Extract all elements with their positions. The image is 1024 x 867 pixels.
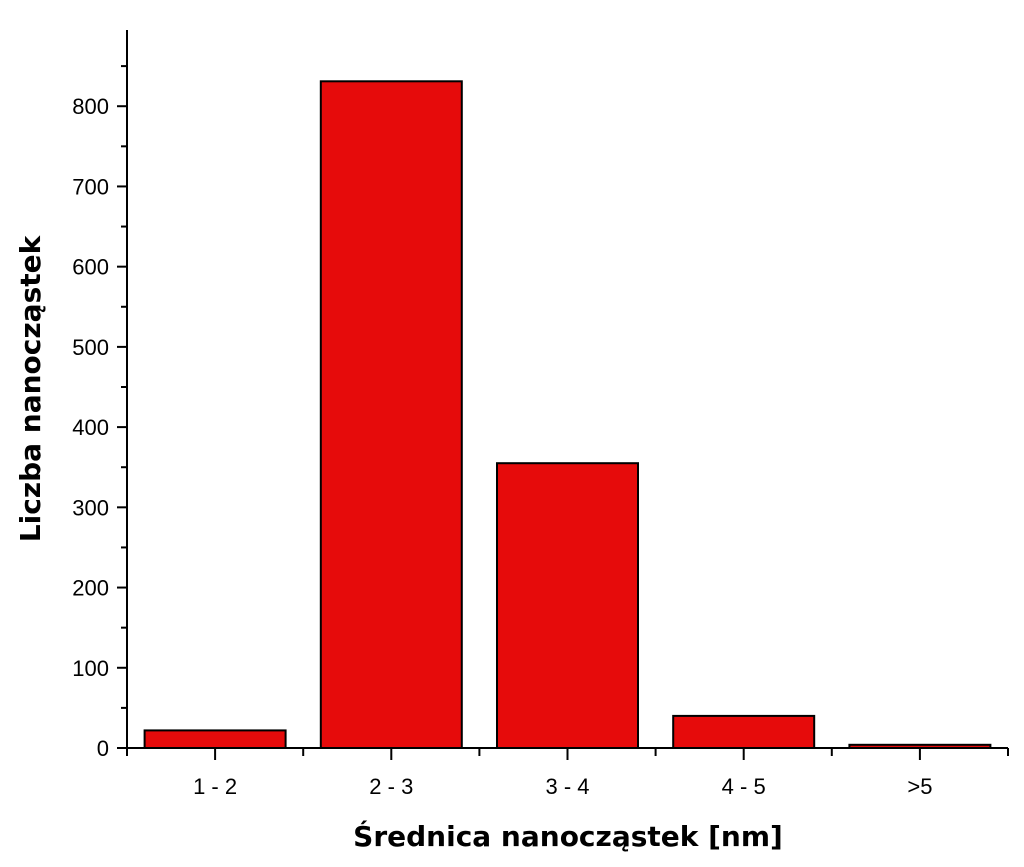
y-tick-label: 0 (97, 736, 109, 761)
x-axis-title: Średnica nanocząstek [nm] (353, 819, 783, 853)
y-tick-label: 700 (72, 174, 109, 199)
x-tick-label: >5 (907, 774, 932, 799)
x-tick-label: 1 - 2 (193, 774, 237, 799)
y-axis-title: Liczba nanocząstek (14, 234, 47, 542)
bar-4 (672, 714, 816, 750)
ticks-group: 0 100 200 300 400 500 600 700 800 1 - 2 2 - 3 3 - 4… (72, 65, 1009, 799)
y-tick-label: 300 (72, 495, 109, 520)
y-tick-label: 600 (72, 255, 109, 280)
y-tick-label: 400 (72, 415, 109, 440)
y-tick-label: 800 (72, 94, 109, 119)
x-tick-label: 4 - 5 (722, 774, 766, 799)
x-tick-label: 2 - 3 (369, 774, 413, 799)
y-tick-label: 100 (72, 656, 109, 681)
bars-group (143, 80, 992, 750)
y-tick-label: 500 (72, 335, 109, 360)
bar-3 (496, 462, 639, 749)
bar-2 (319, 80, 463, 750)
y-tick-label: 200 (72, 576, 109, 601)
bar-1 (143, 729, 287, 750)
x-tick-label: 3 - 4 (545, 774, 589, 799)
